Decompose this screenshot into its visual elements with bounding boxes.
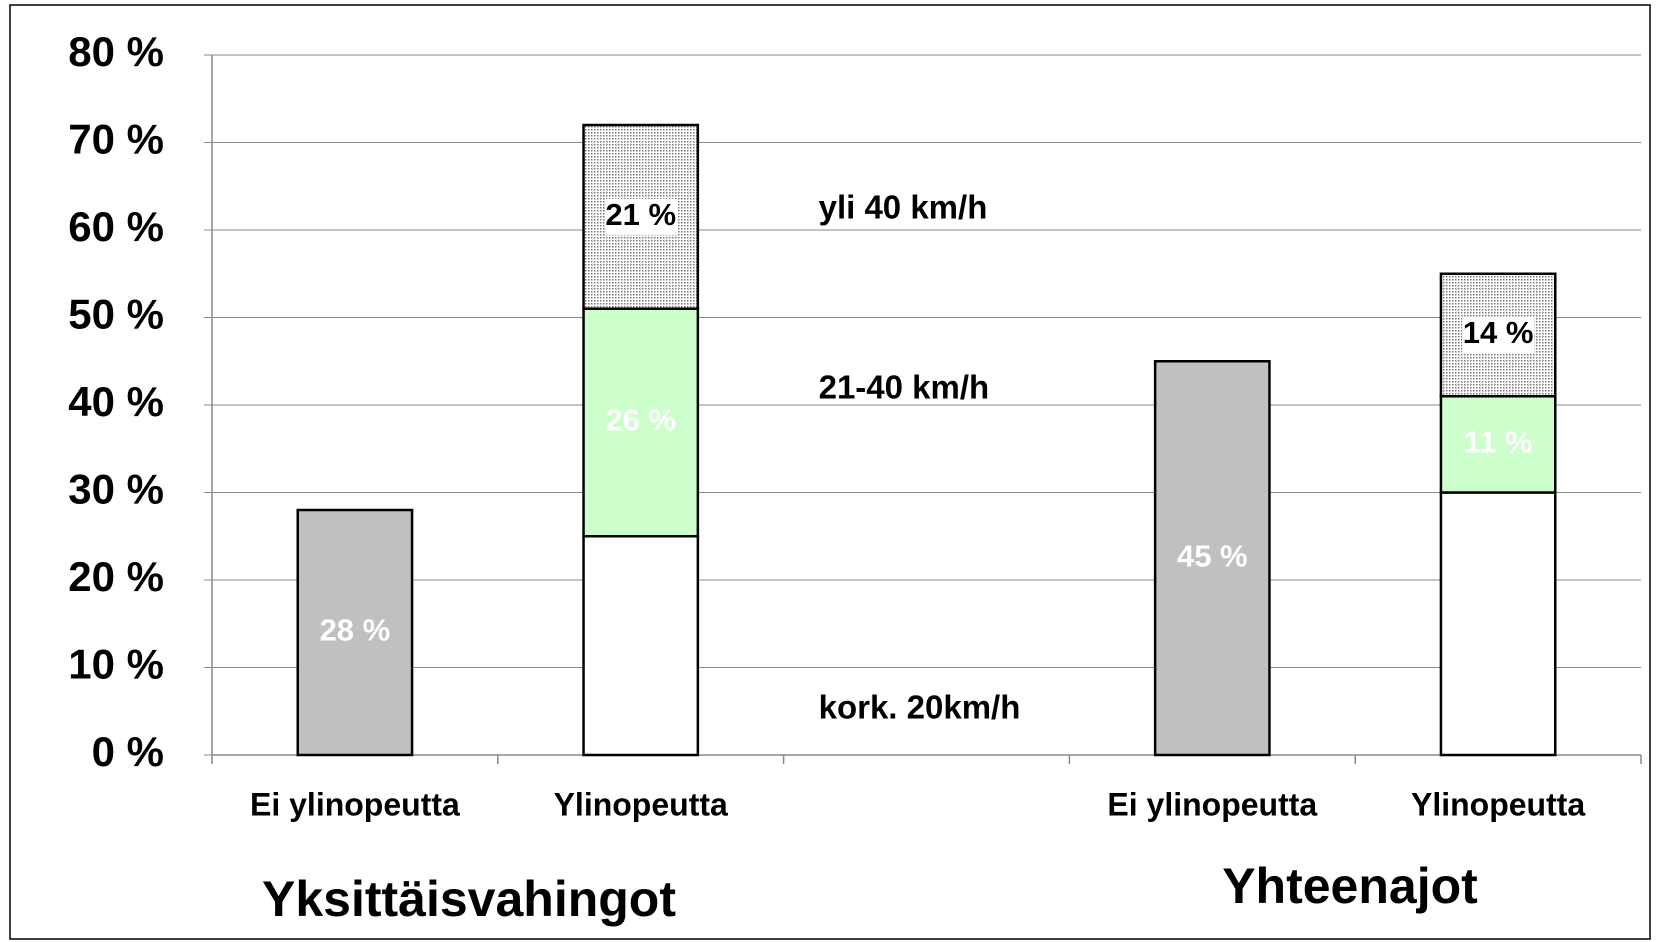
bar-segment: [582, 307, 700, 538]
y-tick-label: 60 %: [68, 203, 164, 250]
series-label: kork. 20km/h: [819, 689, 1021, 726]
x-tick-label: Ei ylinopeutta: [1107, 786, 1317, 822]
bar-segment: [296, 508, 414, 757]
x-tick-label: Ei ylinopeutta: [250, 786, 460, 822]
x-tick-label: Ylinopeutta: [1411, 786, 1585, 822]
group-label: Yhteenajot: [1222, 858, 1478, 914]
y-tick-label: 10 %: [68, 641, 164, 688]
chart-border: [9, 4, 1651, 940]
y-tick-label: 20 %: [68, 553, 164, 600]
value-label: 45 %: [1177, 538, 1248, 573]
x-tick-label: Ylinopeutta: [554, 786, 728, 822]
value-label: 11 %: [1464, 425, 1533, 460]
value-label-bg: [604, 198, 677, 235]
value-label: 26 %: [605, 403, 676, 438]
y-tick-label: 40 %: [68, 378, 164, 425]
value-label-bg: [1462, 317, 1535, 353]
y-tick-label: 30 %: [68, 466, 164, 513]
group-label: Yksittäisvahingot: [262, 871, 676, 927]
bar-segment: [1439, 491, 1557, 757]
series-label: 21-40 km/h: [819, 369, 990, 406]
y-tick-label: 50 %: [68, 291, 164, 338]
y-tick-label: 0 %: [92, 728, 164, 775]
y-tick-label: 70 %: [68, 116, 164, 163]
value-label: 14 %: [1463, 315, 1534, 350]
bar-segment: [1153, 360, 1271, 757]
value-label: 21 %: [605, 197, 676, 232]
value-label: 28 %: [320, 613, 391, 648]
series-label: yli 40 km/h: [819, 189, 988, 226]
bar-segment: [582, 535, 700, 757]
y-tick-label: 80 %: [68, 28, 164, 75]
